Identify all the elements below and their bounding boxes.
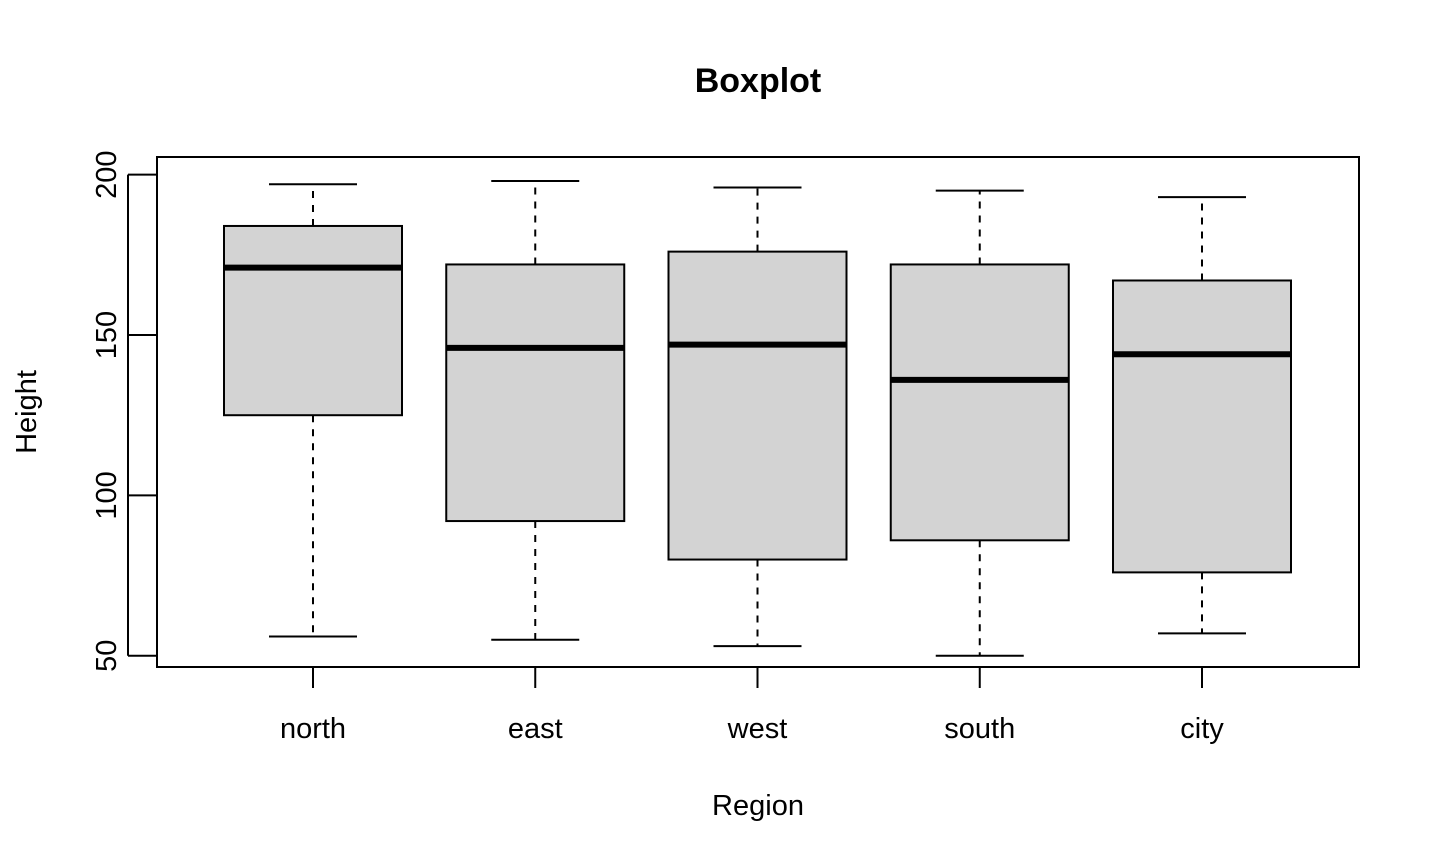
x-tick-label: city xyxy=(1180,713,1224,745)
x-tick-label: north xyxy=(280,713,346,745)
iqr-box xyxy=(889,263,1070,542)
chart-title: Boxplot xyxy=(695,62,822,100)
y-axis-label: Height xyxy=(11,370,43,454)
x-axis-label: Region xyxy=(712,790,804,822)
box-city xyxy=(1112,196,1292,635)
y-tick-label: 200 xyxy=(91,150,123,198)
y-tick-label: 150 xyxy=(91,311,123,359)
iqr-box xyxy=(223,224,403,417)
x-tick-label: west xyxy=(727,713,788,745)
y-tick-label: 100 xyxy=(91,471,123,519)
iqr-box xyxy=(445,263,626,523)
box-south xyxy=(889,189,1070,657)
box-east xyxy=(445,180,626,641)
box-west xyxy=(667,186,848,648)
x-tick-label: south xyxy=(944,713,1015,745)
box-north xyxy=(223,183,403,638)
boxes-group xyxy=(223,180,1292,657)
x-axis: north east west south city xyxy=(280,667,1224,745)
iqr-box xyxy=(667,250,848,561)
y-axis: 50 100 150 200 xyxy=(91,150,157,672)
iqr-box xyxy=(1112,279,1292,574)
y-tick-label: 50 xyxy=(91,640,123,672)
x-tick-label: east xyxy=(508,713,563,745)
